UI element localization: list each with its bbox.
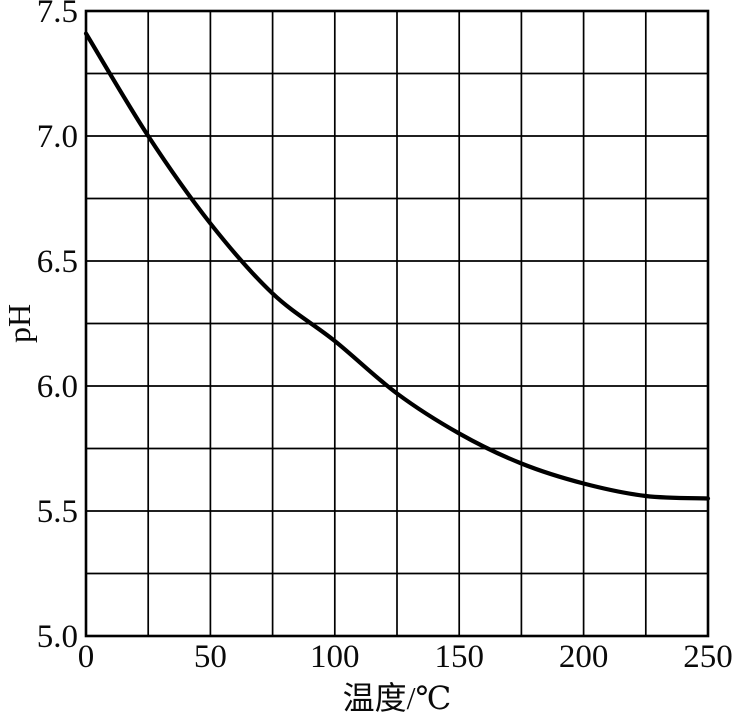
x-tick-label: 100 (310, 639, 360, 675)
x-tick-label: 250 (683, 639, 732, 675)
x-axis-tick-labels: 0 50 100 150 200 250 (78, 639, 732, 675)
x-tick-label: 150 (434, 639, 484, 675)
x-tick-label: 50 (194, 639, 227, 675)
x-tick-label: 200 (559, 639, 609, 675)
y-tick-label: 5.0 (37, 619, 78, 655)
y-axis-title: pH (1, 304, 37, 343)
y-axis-tick-labels: 5.0 5.5 6.0 6.5 7.0 7.5 (37, 0, 78, 655)
y-tick-label: 5.5 (37, 494, 78, 530)
y-tick-label: 6.5 (37, 244, 78, 280)
y-tick-label: 7.0 (37, 119, 78, 155)
plot-border (84, 9, 710, 638)
y-tick-label: 7.5 (37, 0, 78, 30)
y-tick-label: 6.0 (37, 369, 78, 405)
ph-curve (83, 31, 711, 501)
x-axis-title: 温度/℃ (343, 680, 452, 714)
x-tick-label: 0 (78, 639, 95, 675)
